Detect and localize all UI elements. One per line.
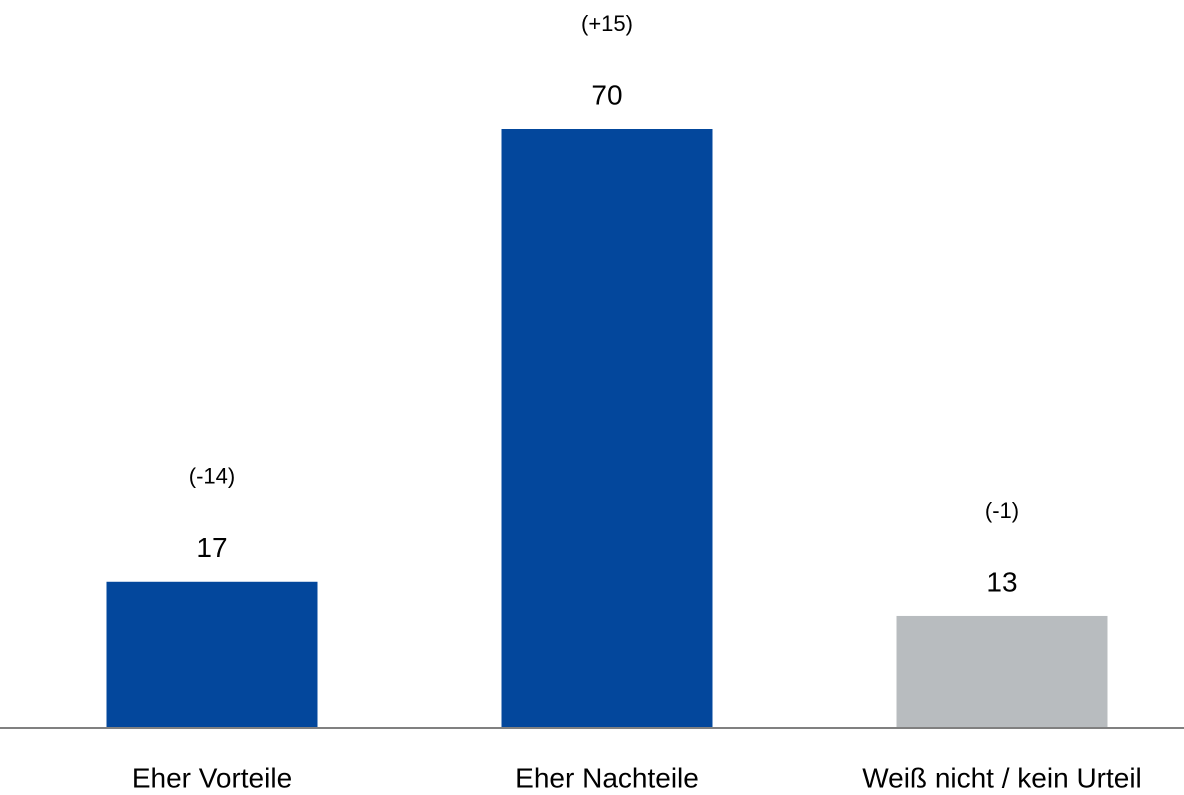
value-label: 17 [196, 532, 227, 563]
annotation: (+15) [581, 11, 633, 36]
bar [896, 615, 1108, 727]
value-label: 70 [591, 79, 622, 110]
annotation: (-1) [985, 498, 1019, 523]
annotation: (-14) [189, 464, 235, 489]
value-label: 13 [986, 566, 1017, 597]
bar [501, 129, 713, 727]
x-tick-label: Eher Nachteile [515, 762, 699, 793]
x-tick-label: Weiß nicht / kein Urteil [862, 762, 1142, 793]
x-tick-label: Eher Vorteile [132, 762, 292, 793]
bar [106, 581, 318, 727]
